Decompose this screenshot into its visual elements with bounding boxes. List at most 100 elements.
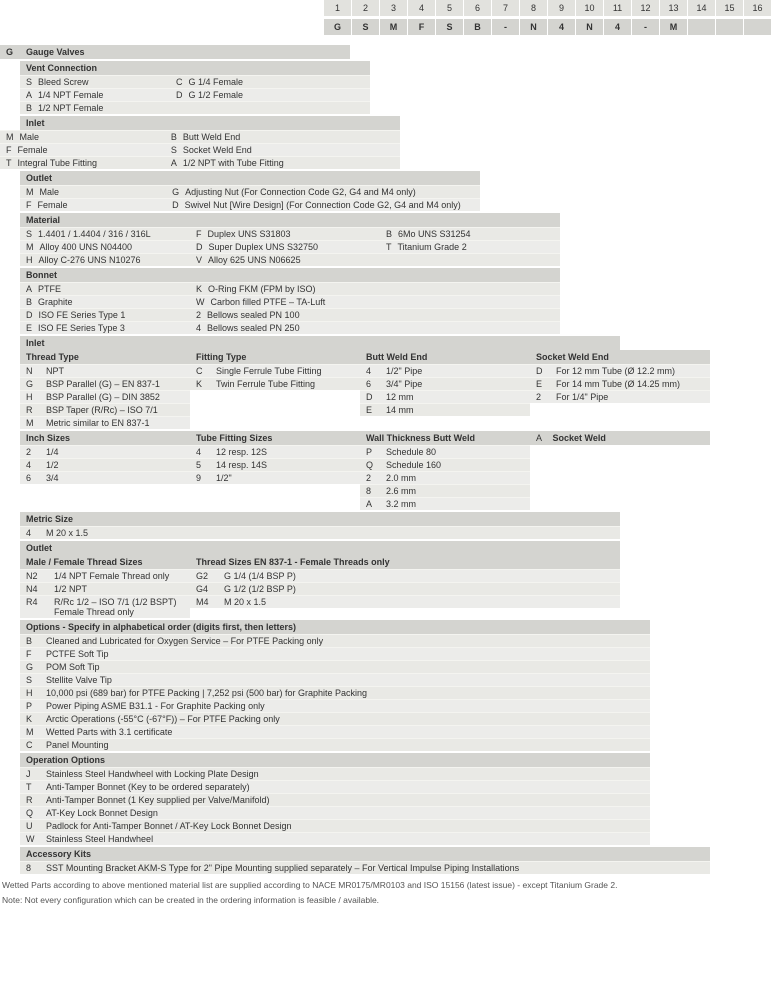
value: 14 mm <box>386 405 524 415</box>
code: S <box>26 229 32 239</box>
header-code-cell: M <box>380 19 407 35</box>
table-row: GBSP Parallel (G) – EN 837-1 <box>20 377 190 390</box>
code: P <box>26 701 40 711</box>
code: A <box>366 499 380 509</box>
table-row: 91/2" <box>190 471 360 484</box>
gauge-code: G <box>6 47 20 57</box>
table-row: BGraphiteWCarbon filled PTFE – TA-Luft <box>20 295 560 308</box>
table-row: 63/4" Pipe <box>360 377 530 390</box>
header-code-cell: S <box>436 19 463 35</box>
table-row: PPower Piping ASME B31.1 - For Graphite … <box>20 699 650 712</box>
table-row: RBSP Taper (R/Rc) – ISO 7/1 <box>20 403 190 416</box>
material-title: Material <box>20 213 560 227</box>
code: D <box>176 90 183 100</box>
table-row: FFemaleSSocket Weld End <box>0 143 400 156</box>
code: D <box>366 392 380 402</box>
code: 2 <box>366 473 380 483</box>
table-row: 82.6 mm <box>360 484 530 497</box>
table-row: 514 resp. 14S <box>190 458 360 471</box>
value: Female <box>18 145 48 155</box>
code: C <box>26 740 40 750</box>
value: 1/2" Pipe <box>386 366 524 376</box>
table-row: RAnti-Tamper Bonnet (1 Key supplied per … <box>20 793 650 806</box>
table-row: UPadlock for Anti-Tamper Bonnet / AT-Key… <box>20 819 650 832</box>
value: 6Mo UNS S31254 <box>398 229 471 239</box>
value: ISO FE Series Type 3 <box>38 323 125 333</box>
table-row: EISO FE Series Type 34Bellows sealed PN … <box>20 321 560 334</box>
value: For 1/4" Pipe <box>556 392 704 402</box>
header-code-cell: - <box>632 19 659 35</box>
code: A <box>26 90 32 100</box>
code: M <box>26 242 34 252</box>
table-row: GPOM Soft Tip <box>20 660 650 673</box>
value: Schedule 160 <box>386 460 524 470</box>
table-row: 21/4 <box>20 445 190 458</box>
header-num-cell: 5 <box>436 0 463 16</box>
code: T <box>386 242 392 252</box>
code: W <box>26 834 40 844</box>
header-num-cell: 12 <box>632 0 659 16</box>
header-code-cell: N <box>576 19 603 35</box>
value: Bellows sealed PN 250 <box>207 323 300 333</box>
code: M4 <box>196 597 218 607</box>
table-row: HAlloy C-276 UNS N10276VAlloy 625 UNS N0… <box>20 253 560 266</box>
header-code-cell: N <box>520 19 547 35</box>
table-row: MMetric similar to EN 837-1 <box>20 416 190 429</box>
footnote-2: Note: Not every configuration which can … <box>0 891 771 906</box>
value: Arctic Operations (-55°C (-67°F)) – For … <box>46 714 644 724</box>
table-row: KTwin Ferrule Tube Fitting <box>190 377 360 390</box>
code: K <box>196 284 202 294</box>
value: R/Rc 1/2 – ISO 7/1 (1/2 BSPT) Female Thr… <box>54 597 184 617</box>
value: 1/4 <box>46 447 184 457</box>
code: D <box>536 366 550 376</box>
code: B <box>26 636 40 646</box>
value: Alloy C-276 UNS N10276 <box>39 255 141 265</box>
value: Swivel Nut [Wire Design] (For Connection… <box>185 200 461 210</box>
code: D <box>172 200 179 210</box>
code: N <box>26 366 40 376</box>
code: M <box>26 418 40 428</box>
col-header: A Socket Weld <box>530 431 710 445</box>
code: B <box>26 297 32 307</box>
code: M <box>26 187 34 197</box>
value: POM Soft Tip <box>46 662 644 672</box>
code: B <box>171 132 177 142</box>
value: 10,000 psi (689 bar) for PTFE Packing | … <box>46 688 644 698</box>
value: 1/4 NPT Female Thread only <box>54 571 184 581</box>
code: H <box>26 392 40 402</box>
value: 1/2 NPT Female <box>38 103 103 113</box>
code: S <box>171 145 177 155</box>
value: 1/2 NPT with Tube Fitting <box>183 158 284 168</box>
code: U <box>26 821 40 831</box>
code: 4 <box>366 366 380 376</box>
table-row: E14 mm <box>360 403 530 416</box>
options-title: Options - Specify in alphabetical order … <box>20 620 650 634</box>
table-row: A1/4 NPT FemaleDG 1/2 Female <box>20 88 370 101</box>
col-header: Thread Sizes EN 837-1 - Female Threads o… <box>190 555 620 569</box>
col-header: Thread Type <box>20 350 190 364</box>
value: Bellows sealed PN 100 <box>207 310 300 320</box>
code: G2 <box>196 571 218 581</box>
table-row: 2For 1/4" Pipe <box>530 390 710 403</box>
table-row: TAnti-Tamper Bonnet (Key to be ordered s… <box>20 780 650 793</box>
code: M <box>6 132 14 142</box>
header-num-cell: 9 <box>548 0 575 16</box>
section-options: Options - Specify in alphabetical order … <box>20 620 650 751</box>
value: 14 resp. 14S <box>216 460 354 470</box>
section-vent: Vent Connection SBleed ScrewCG 1/4 Femal… <box>20 61 370 114</box>
code: 9 <box>196 473 210 483</box>
value: 1.4401 / 1.4404 / 316 / 316L <box>38 229 151 239</box>
header-num-cell: 6 <box>464 0 491 16</box>
table-row: CPanel Mounting <box>20 738 650 751</box>
code: F <box>26 200 32 210</box>
header-code-cell: S <box>352 19 379 35</box>
header-num-cell: 7 <box>492 0 519 16</box>
header-code-cell: M <box>660 19 687 35</box>
table-row: BCleaned and Lubricated for Oxygen Servi… <box>20 634 650 647</box>
code: R <box>26 405 40 415</box>
code: 6 <box>366 379 380 389</box>
value: G 1/4 (1/4 BSP P) <box>224 571 614 581</box>
code: 8 <box>26 863 40 873</box>
code: 6 <box>26 473 40 483</box>
table-row: 8SST Mounting Bracket AKM-S Type for 2" … <box>20 861 710 874</box>
